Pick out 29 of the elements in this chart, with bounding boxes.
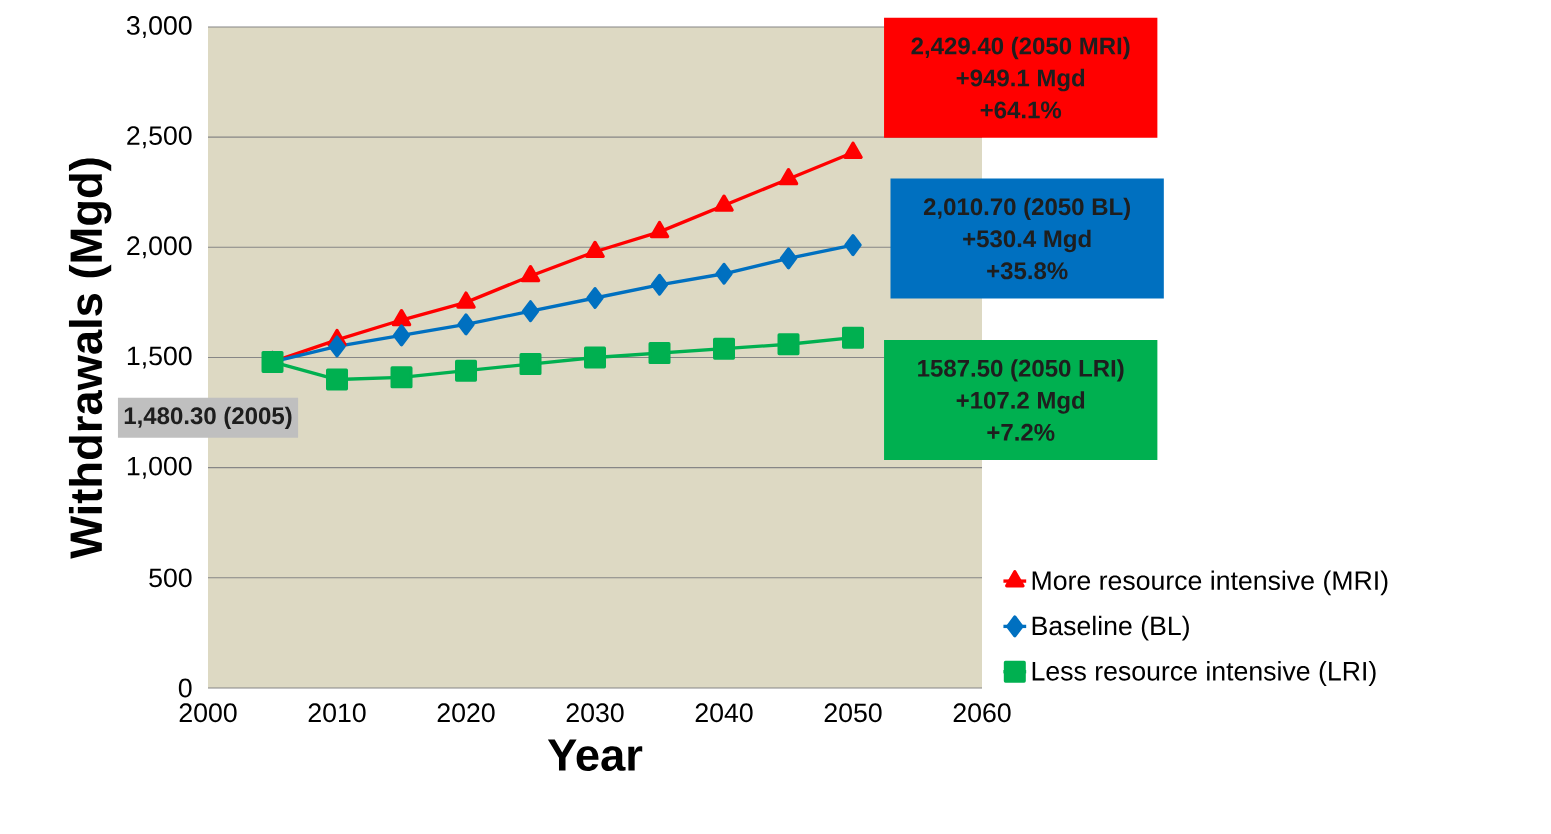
y-tick-label: 0	[178, 678, 192, 698]
annotation: 2,429.40 (2050 MRI)	[911, 36, 1130, 60]
x-tick-label: 2060	[953, 703, 1011, 723]
y-tick-label: 500	[149, 568, 192, 588]
y-tick-label: 2,000	[127, 236, 192, 259]
annotation: 1,480.30 (2005)	[124, 406, 292, 430]
y-tick-label: 1,500	[127, 346, 192, 369]
annotation: 1587.50 (2050 LRI)	[918, 359, 1124, 382]
x-tick-label: 2030	[566, 703, 624, 723]
y-tick-label: 1,000	[127, 456, 192, 479]
annotation: +949.1 Mgd	[956, 68, 1085, 92]
x-tick-label: 2000	[179, 703, 237, 723]
annotation: +64.1%	[980, 101, 1062, 119]
text: +7.2%	[987, 423, 1055, 441]
x-tick-label: 2040	[695, 703, 753, 723]
text: +35.8%	[987, 262, 1068, 280]
legend-label: Baseline (BL)	[1032, 615, 1189, 641]
x-tick-label: 2010	[308, 703, 366, 723]
x-tick-label: 2020	[437, 703, 495, 723]
legend-label: Less resource intensive (LRI)	[1032, 661, 1376, 686]
y-tick-label: 3,000	[126, 15, 192, 38]
y-axis-title: Withdrawals (Mgd)	[68, 158, 112, 559]
legend-label: More resource intensive (MRI)	[1032, 570, 1388, 596]
annotation: 2,010.70 (2050 BL)	[923, 197, 1130, 221]
x-tick-label: 2050	[824, 703, 882, 723]
x-axis-title: Year	[547, 739, 643, 772]
annotation: +107.2 Mgd	[956, 391, 1085, 414]
annotation: +530.4 Mgd	[963, 229, 1091, 253]
y-tick-label: 2,500	[127, 126, 192, 149]
